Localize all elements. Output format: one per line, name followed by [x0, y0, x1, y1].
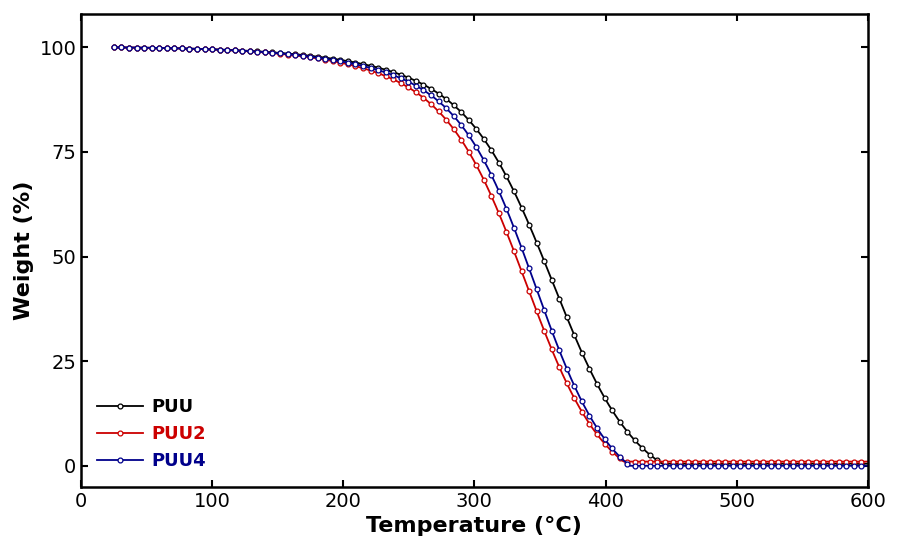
X-axis label: Temperature (°C): Temperature (°C) [366, 516, 582, 536]
PUU [346, 59, 357, 65]
PUU4 [789, 463, 800, 469]
Line: PUU2: PUU2 [112, 45, 870, 464]
PUU4 [626, 463, 636, 469]
PUU [604, 402, 615, 408]
PUU [109, 44, 120, 51]
Line: PUU: PUU [112, 45, 870, 466]
PUU2 [862, 458, 873, 465]
PUU [697, 460, 707, 467]
PUU2 [789, 458, 800, 465]
PUU [862, 460, 873, 467]
Y-axis label: Weight (%): Weight (%) [14, 180, 34, 320]
PUU2 [109, 44, 120, 51]
PUU4 [292, 52, 303, 58]
PUU2 [618, 458, 629, 465]
PUU4 [697, 463, 707, 469]
PUU2 [604, 445, 615, 452]
Line: PUU4: PUU4 [112, 45, 870, 468]
PUU4 [321, 56, 332, 62]
PUU [657, 460, 668, 467]
PUU4 [862, 463, 873, 469]
PUU4 [604, 441, 615, 448]
PUU2 [292, 52, 303, 59]
PUU2 [697, 458, 707, 465]
PUU [789, 460, 800, 467]
Legend: PUU, PUU2, PUU4: PUU, PUU2, PUU4 [90, 391, 213, 477]
PUU [292, 51, 303, 58]
PUU2 [321, 57, 332, 63]
PUU [321, 54, 332, 61]
PUU4 [109, 44, 120, 51]
PUU2 [346, 62, 357, 69]
PUU4 [346, 60, 357, 67]
